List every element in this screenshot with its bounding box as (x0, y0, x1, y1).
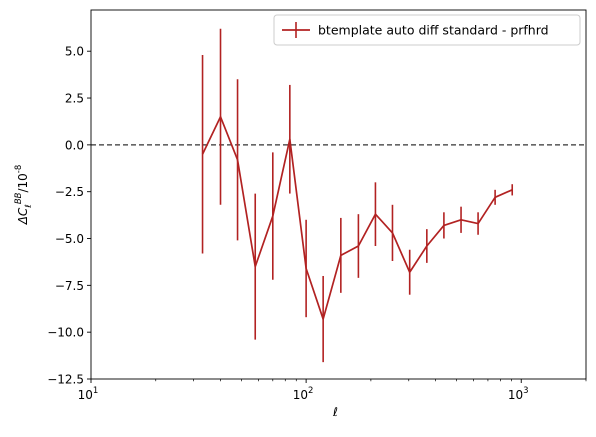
legend-box (273, 14, 581, 46)
y-axis-label-part: ℓ (24, 204, 34, 209)
plot-area (91, 28, 586, 363)
y-tick-label: −5.0 (55, 232, 84, 246)
x-tick-base: 10 (508, 388, 523, 402)
x-axis-label: ℓ (332, 405, 338, 419)
y-tick-label: −7.5 (55, 279, 84, 293)
y-axis-label-part: BB (14, 192, 24, 204)
x-tick-base: 10 (293, 388, 308, 402)
series-line (201, 115, 513, 320)
x-tick-label: 103 (508, 386, 529, 402)
x-tick-exponent: 2 (308, 386, 313, 396)
x-tick-base: 10 (78, 388, 93, 402)
y-tick-label: −12.5 (47, 373, 84, 387)
axes-frame (90, 9, 587, 380)
x-tick-exponent: 3 (523, 386, 528, 396)
y-axis-label-part: ΔC (16, 207, 30, 225)
axes: 101 102 1035.02.50.0−2.5−5.0−7.5−10.0−12.5… (14, 9, 587, 419)
y-tick-label: 5.0 (65, 45, 84, 59)
y-axis-label-part: -8 (14, 165, 24, 173)
y-tick-label: −2.5 (55, 185, 84, 199)
y-tick-label: 2.5 (65, 92, 84, 106)
y-axis-label-part: /10 (16, 173, 30, 192)
x-tick-label: 102 (293, 386, 314, 402)
y-axis-label-group: ΔCℓBB/10-8 (14, 165, 34, 226)
x-tick-label: 101 (78, 386, 99, 402)
legend: btemplate auto diff standard - prfhrd (273, 14, 581, 46)
x-tick-exponent: 1 (93, 386, 98, 396)
y-tick-label: −10.0 (47, 326, 84, 340)
y-tick-label: 0.0 (65, 138, 84, 152)
legend-label: btemplate auto diff standard - prfhrd (318, 23, 549, 38)
y-axis-label: ΔCℓBB/10-8 (14, 165, 34, 226)
